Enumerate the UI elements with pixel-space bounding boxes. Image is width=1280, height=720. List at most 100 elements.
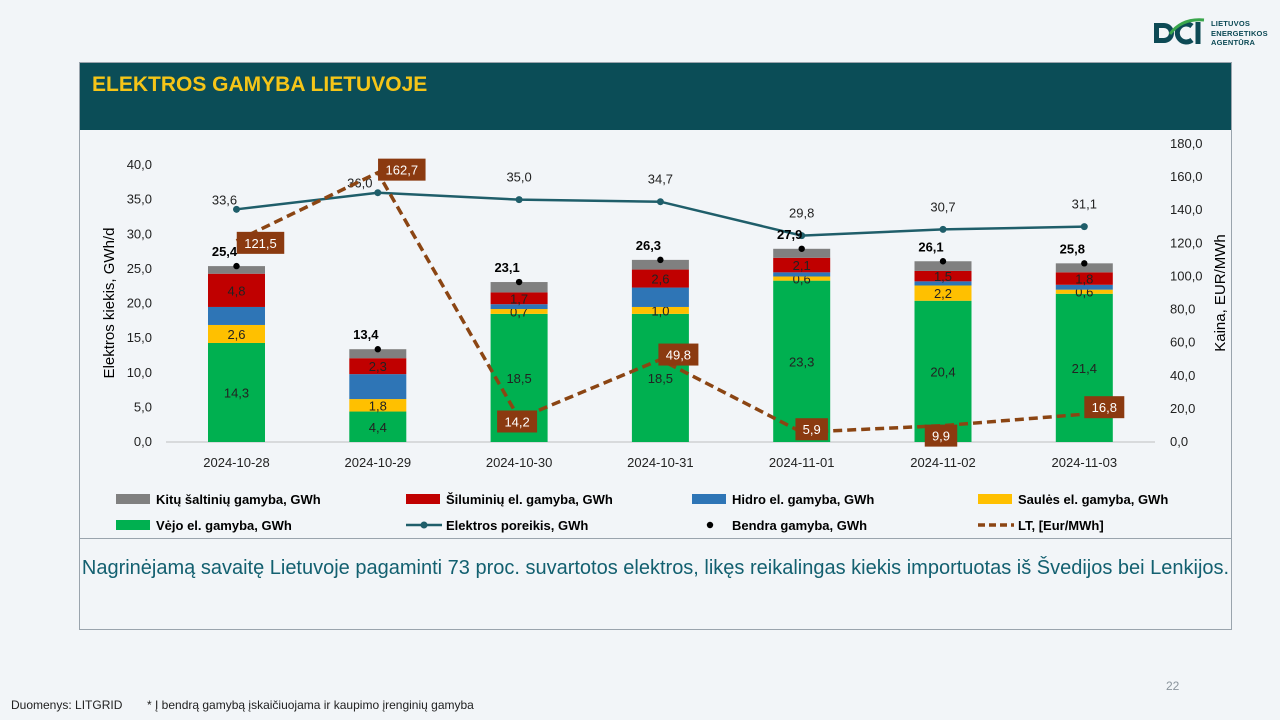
demand-point bbox=[374, 189, 382, 197]
x-tick-label: 2024-10-31 bbox=[627, 455, 694, 470]
price-label: 162,7 bbox=[386, 163, 419, 178]
demand-label: 33,6 bbox=[212, 192, 237, 207]
bar-thermal bbox=[208, 273, 265, 307]
legend-label: Šiluminių el. gamyba, GWh bbox=[446, 492, 613, 507]
y-tick-label: 15,0 bbox=[127, 330, 152, 345]
legend-label: Bendra gamyba, GWh bbox=[732, 518, 867, 533]
summary-text: Nagrinėjamą savaitę Lietuvoje pagaminti … bbox=[81, 557, 1230, 579]
price-label: 121,5 bbox=[244, 236, 277, 251]
demand-label: 31,1 bbox=[1072, 197, 1097, 212]
legend-label: Kitų šaltinių gamyba, GWh bbox=[156, 492, 321, 507]
bar-hydro bbox=[773, 272, 831, 277]
bar-wind bbox=[914, 300, 972, 442]
agency-name-line1: LIETUVOS bbox=[1211, 19, 1251, 28]
y2-tick-label: 40,0 bbox=[1170, 368, 1195, 383]
total-point bbox=[374, 346, 381, 353]
bar-other bbox=[1055, 263, 1113, 273]
y2-tick-label: 140,0 bbox=[1170, 202, 1203, 217]
y-tick-label: 0,0 bbox=[134, 434, 152, 449]
legend-swatch-total bbox=[706, 521, 714, 529]
total-label: 26,3 bbox=[636, 238, 661, 253]
data-label-wind: 4,4 bbox=[369, 420, 387, 435]
legend-swatch-solar bbox=[978, 494, 1012, 504]
bar-solar bbox=[490, 309, 548, 314]
bar-hydro bbox=[490, 304, 548, 310]
bar-hydro bbox=[349, 374, 407, 400]
total-label: 13,4 bbox=[353, 327, 379, 342]
bar-hydro bbox=[914, 281, 972, 286]
bar-hydro bbox=[1055, 284, 1113, 290]
data-label-thermal: 1,7 bbox=[510, 291, 528, 306]
bar-thermal bbox=[490, 292, 548, 305]
bar-other bbox=[914, 261, 972, 271]
y2-tick-label: 80,0 bbox=[1170, 302, 1195, 317]
total-point bbox=[515, 278, 523, 286]
y-tick-label: 20,0 bbox=[127, 296, 152, 311]
demand-point bbox=[939, 225, 947, 233]
bar-wind bbox=[631, 313, 689, 442]
bar-solar bbox=[208, 324, 265, 343]
legend-swatch-wind bbox=[116, 520, 150, 530]
page-number: 22 bbox=[1166, 679, 1180, 693]
legend-swatch-demand-marker bbox=[420, 521, 428, 529]
legend-swatch-hydro bbox=[692, 494, 726, 504]
data-label-wind: 18,5 bbox=[648, 371, 673, 386]
legend-swatch-other bbox=[116, 494, 150, 504]
bar-wind bbox=[208, 342, 265, 442]
y-tick-label: 25,0 bbox=[127, 261, 152, 276]
total-point bbox=[939, 258, 947, 265]
bar-other bbox=[208, 266, 265, 274]
data-label-wind: 18,5 bbox=[506, 371, 531, 386]
bar-hydro bbox=[631, 287, 689, 307]
total-label: 25,4 bbox=[212, 244, 238, 259]
bar-hydro bbox=[208, 306, 265, 325]
price-label-box bbox=[1084, 396, 1125, 419]
x-tick-label: 2024-11-01 bbox=[769, 455, 835, 470]
demand-point bbox=[1080, 223, 1088, 231]
total-label: 26,1 bbox=[918, 239, 943, 254]
production-chart: 0,0 5,0 10,0 15,0 20,0 25,0 30,0 35,0 40,0 0,0 20,… bbox=[101, 136, 1229, 533]
demand-point bbox=[233, 205, 240, 213]
footnote: * Į bendrą gamybą įskaičiuojama ir kaupi… bbox=[147, 698, 474, 712]
bar-solar bbox=[773, 276, 831, 281]
x-tick-label: 2024-10-28 bbox=[203, 455, 270, 470]
agency-logo: LIETUVOS ENERGETIKOS AGENTŪRA bbox=[1150, 18, 1270, 52]
bar-thermal bbox=[631, 269, 689, 288]
demand-point bbox=[656, 198, 664, 206]
price-label: 16,8 bbox=[1092, 400, 1117, 415]
y-tick-label: 35,0 bbox=[127, 192, 152, 207]
legend-label: Saulės el. gamyba, GWh bbox=[1018, 492, 1168, 507]
x-tick-label: 2024-10-29 bbox=[345, 455, 412, 470]
total-point bbox=[798, 245, 805, 252]
x-tick-label: 2024-11-02 bbox=[910, 455, 976, 470]
bar-thermal bbox=[914, 270, 972, 282]
total-point bbox=[1081, 260, 1088, 267]
x-tick-label: 2024-10-30 bbox=[486, 455, 552, 470]
bar-solar bbox=[914, 285, 972, 301]
price-label-box bbox=[236, 231, 285, 254]
legend-label: Vėjo el. gamyba, GWh bbox=[156, 518, 292, 533]
data-label-thermal: 4,8 bbox=[227, 283, 245, 298]
legend-label: Elektros poreikis, GWh bbox=[446, 518, 588, 533]
legend-label: Hidro el. gamyba, GWh bbox=[732, 492, 874, 507]
data-label-solar: 1,0 bbox=[651, 303, 669, 318]
bar-other bbox=[490, 282, 548, 293]
x-tick-label: 2024-11-03 bbox=[1052, 455, 1118, 470]
y-axis-title: Elektros kiekis, GWh/d bbox=[101, 228, 118, 379]
bar-thermal bbox=[349, 358, 407, 375]
price-label: 49,8 bbox=[666, 348, 691, 363]
agency-name: LIETUVOS ENERGETIKOS AGENTŪRA bbox=[1211, 19, 1268, 48]
data-label-thermal: 1,8 bbox=[1075, 272, 1093, 287]
demand-label: 30,7 bbox=[930, 199, 955, 214]
price-label: 5,9 bbox=[803, 422, 821, 437]
price-label: 9,9 bbox=[932, 429, 950, 444]
data-label-solar: 2,2 bbox=[934, 286, 952, 301]
price-label: 14,2 bbox=[504, 414, 529, 429]
y2-tick-label: 60,0 bbox=[1170, 335, 1195, 350]
y2-tick-label: 160,0 bbox=[1170, 169, 1203, 184]
demand-point bbox=[798, 232, 806, 240]
data-source: Duomenys: LITGRID bbox=[11, 698, 123, 712]
data-label-solar: 2,6 bbox=[227, 327, 245, 342]
price-label-box bbox=[658, 343, 699, 366]
legend-label: LT, [Eur/MWh] bbox=[1018, 518, 1104, 533]
